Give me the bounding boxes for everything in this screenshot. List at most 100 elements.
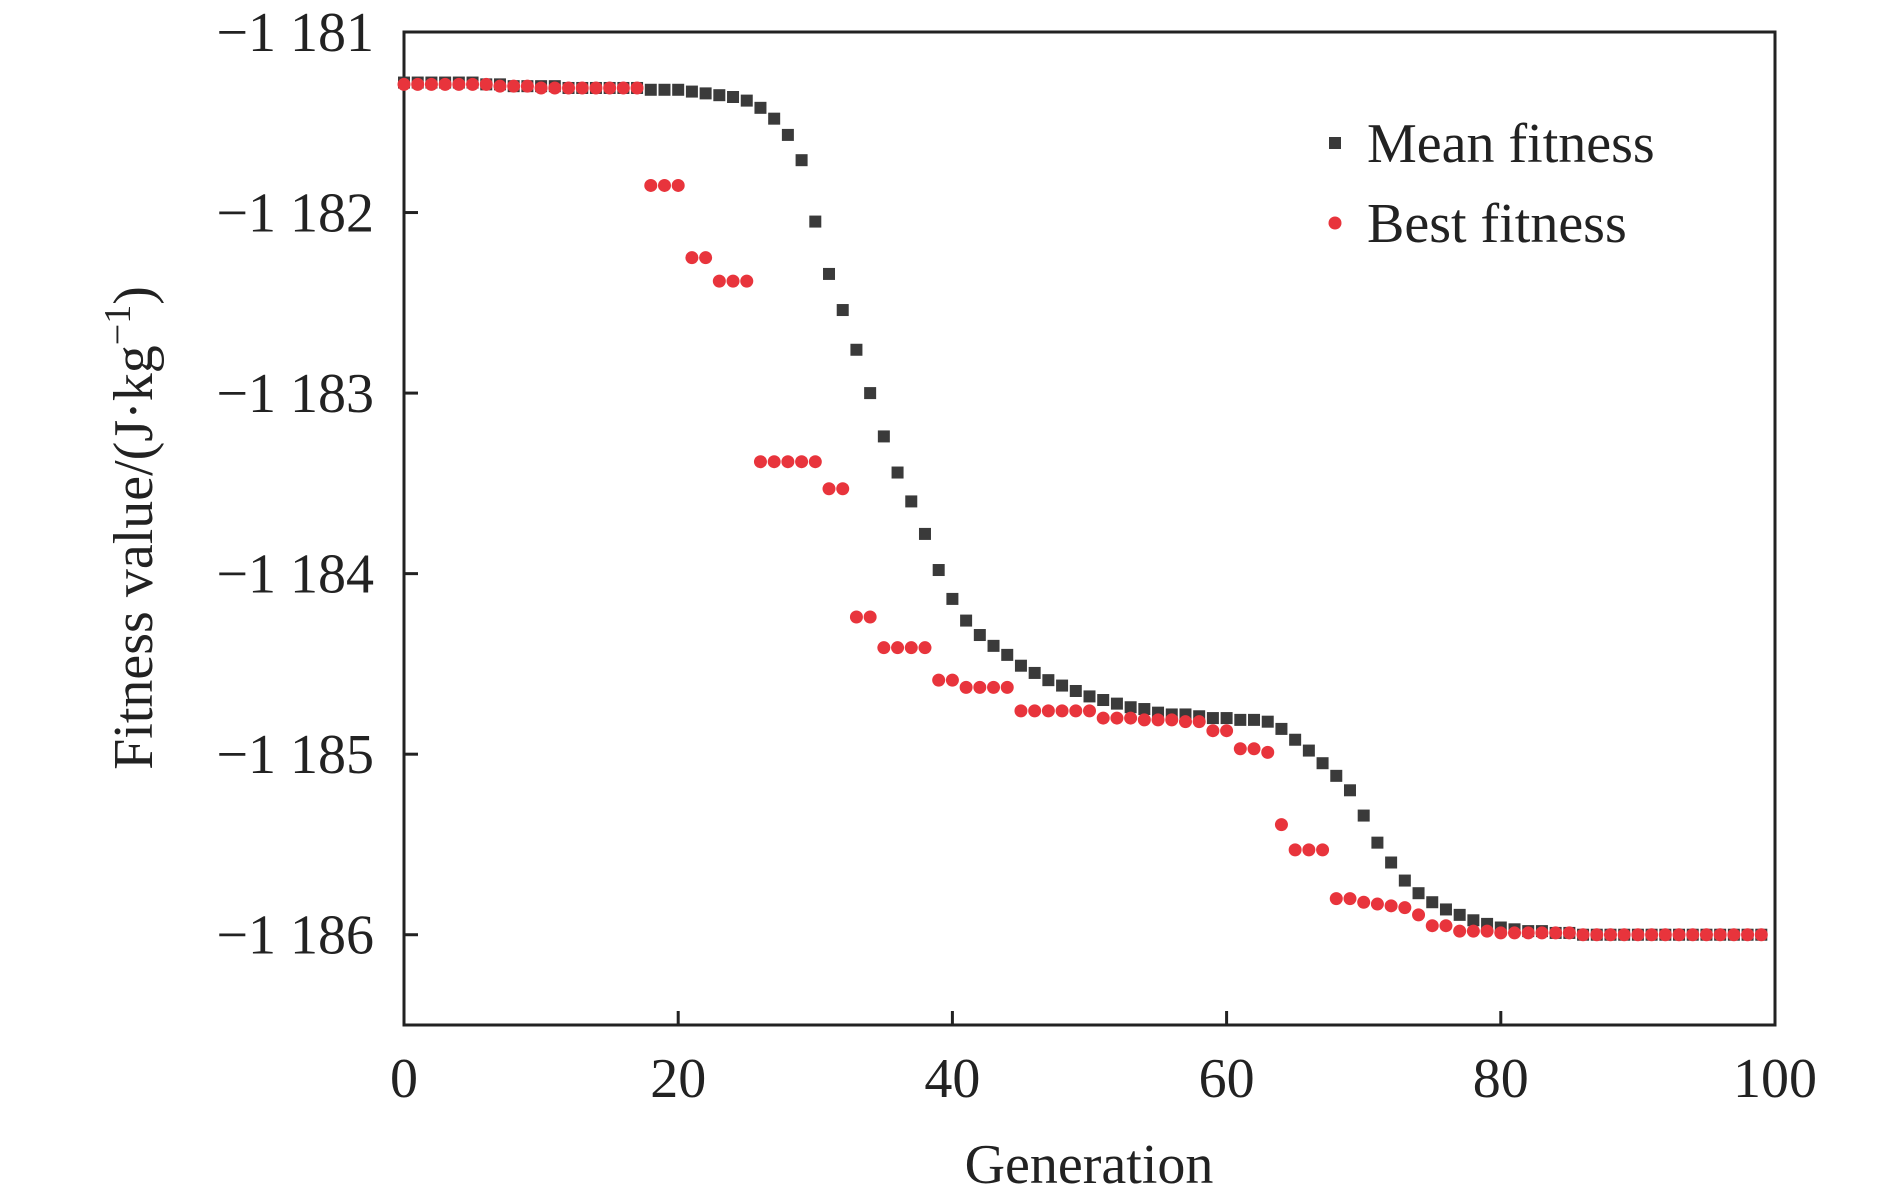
best-fitness-point (1165, 713, 1179, 727)
y-axis-title-unit-exponent: −1 (97, 305, 139, 345)
mean-fitness-point (1138, 703, 1151, 716)
best-fitness-point (1453, 924, 1467, 938)
best-fitness-point (1398, 901, 1412, 915)
data-series (397, 76, 1768, 942)
best-fitness-point (438, 77, 452, 91)
mean-fitness-point (960, 614, 973, 627)
legend-label: Mean fitness (1367, 113, 1655, 175)
best-fitness-point (877, 641, 891, 655)
mean-fitness-point (768, 112, 781, 125)
best-fitness-point (1370, 897, 1384, 911)
mean-fitness-point (1412, 887, 1425, 900)
best-fitness-point (1754, 928, 1768, 942)
best-fitness-point (1343, 892, 1357, 906)
best-fitness-point (575, 81, 589, 95)
mean-fitness-point (823, 267, 836, 280)
best-fitness-point (1096, 711, 1110, 725)
mean-fitness-point (891, 466, 904, 479)
best-fitness-point (1124, 711, 1138, 725)
best-fitness-point (671, 178, 685, 192)
mean-fitness-point (1385, 856, 1398, 869)
best-fitness-point (1178, 715, 1192, 729)
best-fitness-point (397, 77, 411, 91)
mean-fitness-point (1206, 712, 1219, 725)
best-fitness-point (1247, 742, 1261, 756)
mean-fitness-point (1330, 769, 1343, 782)
best-fitness-point (1028, 704, 1042, 718)
mean-fitness-point (1097, 694, 1110, 707)
mean-fitness-point (1069, 684, 1082, 697)
best-fitness-point (589, 81, 603, 95)
best-fitness-point (1521, 926, 1535, 940)
best-fitness-point (1480, 924, 1494, 938)
best-fitness-point (1151, 713, 1165, 727)
legend-marker-circle (1328, 216, 1342, 230)
mean-fitness-point (1426, 896, 1439, 909)
mean-fitness-point (1001, 648, 1014, 661)
mean-fitness-point (1275, 722, 1288, 735)
best-fitness-point (932, 673, 946, 687)
mean-fitness-point (1220, 712, 1233, 725)
mean-fitness-point (795, 154, 808, 167)
mean-fitness-point (973, 629, 986, 642)
mean-fitness-point (644, 83, 657, 96)
best-fitness-point (740, 274, 754, 288)
y-axis-title-main: Fitness value/(J·kg (103, 345, 165, 770)
best-fitness-point (1645, 928, 1659, 942)
best-fitness-point (1439, 919, 1453, 933)
x-tick-label: 80 (1473, 1048, 1529, 1110)
best-fitness-point (1083, 704, 1096, 718)
best-fitness-point (822, 482, 836, 496)
mean-fitness-point (1234, 713, 1247, 726)
best-fitness-point (1137, 713, 1151, 727)
mean-fitness-point (781, 128, 794, 141)
mean-fitness-point (1302, 744, 1315, 757)
mean-fitness-point (946, 592, 959, 605)
mean-fitness-point (1467, 914, 1480, 927)
mean-fitness-point (905, 495, 918, 508)
best-fitness-point (1233, 742, 1247, 756)
best-fitness-point (1357, 895, 1371, 909)
best-fitness-point (1288, 843, 1302, 857)
y-tick-label: −1 186 (216, 905, 374, 967)
best-fitness-point (1686, 928, 1700, 942)
best-fitness-point (1014, 704, 1028, 718)
mean-fitness-point (1343, 784, 1356, 797)
best-fitness-point (1713, 928, 1727, 942)
mean-fitness-point (727, 90, 740, 103)
mean-fitness-point (685, 85, 698, 98)
y-axis-title: Fitness value/(J·kg−1) (97, 286, 165, 770)
best-fitness-point (1590, 928, 1604, 942)
best-fitness-point (685, 251, 699, 265)
best-fitness-point (548, 81, 562, 95)
best-fitness-point (1220, 724, 1234, 738)
best-fitness-point (452, 77, 466, 91)
best-fitness-point (411, 77, 425, 91)
x-tick-label: 40 (924, 1048, 980, 1110)
mean-fitness-point (1398, 874, 1411, 887)
y-tick-label: −1 182 (216, 183, 374, 245)
mean-fitness-point (658, 83, 671, 96)
best-fitness-point (1055, 704, 1069, 718)
y-axis-ticks: −1 181 −1 182 −1 183 −1 184 −1 185 −1 186 (216, 2, 418, 967)
best-fitness-point (1617, 928, 1631, 942)
mean-fitness-point (1028, 666, 1041, 679)
mean-fitness-point (809, 215, 822, 228)
y-tick-label: −1 184 (216, 544, 374, 606)
best-fitness-point (1041, 704, 1055, 718)
best-fitness-point (1631, 928, 1645, 942)
best-fitness-point (699, 251, 713, 265)
best-fitness-point (1192, 715, 1206, 729)
best-fitness-point (1069, 704, 1083, 718)
best-fitness-point (1603, 928, 1617, 942)
mean-fitness-point (1453, 908, 1466, 921)
best-fitness-point (918, 641, 932, 655)
best-fitness-point (753, 455, 767, 469)
mean-fitness-point (1124, 701, 1137, 714)
best-fitness-point (616, 81, 630, 95)
mean-fitness-point (877, 430, 890, 443)
best-fitness-point (836, 482, 850, 496)
best-fitness-point (479, 77, 493, 91)
best-fitness-point (891, 641, 905, 655)
